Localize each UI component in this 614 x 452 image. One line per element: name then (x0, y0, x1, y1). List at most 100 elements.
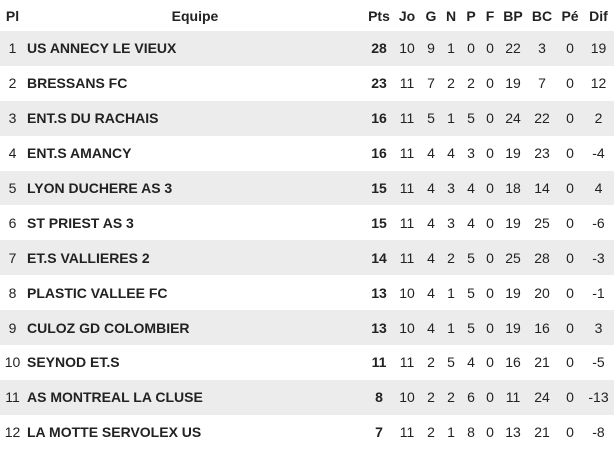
cell-bp: 19 (505, 145, 521, 162)
cell-bp: 22 (505, 40, 521, 57)
cell-bc: 21 (534, 354, 550, 371)
table-row: 2 BRESSANS FC 23 11 7 2 2 0 19 7 0 12 (0, 66, 614, 101)
column-header-6: P (466, 7, 476, 24)
column-header-8: BP (503, 7, 523, 24)
cell-p: 5 (467, 249, 475, 266)
cell-jo: 11 (399, 354, 415, 371)
cell-bp: 24 (505, 110, 521, 127)
cell-n: 2 (447, 249, 455, 266)
cell-g: 4 (427, 214, 435, 231)
cell-dif: -1 (592, 284, 605, 301)
cell-p: 8 (467, 424, 475, 441)
table-row: 6 ST PRIEST AS 3 15 11 4 3 4 0 19 25 0 -6 (0, 205, 614, 240)
cell-dif: 2 (594, 110, 603, 127)
cell-pts: 13 (371, 284, 387, 301)
cell-g: 2 (427, 389, 435, 406)
cell-pts: 15 (371, 214, 387, 231)
cell-bp: 19 (505, 319, 521, 336)
table-row: 7 ET.S VALLIERES 2 14 11 4 2 5 0 25 28 0 -3 (0, 240, 614, 276)
cell-bp: 16 (505, 354, 521, 371)
cell-jo: 10 (399, 40, 415, 57)
cell-n: 4 (447, 145, 455, 162)
cell-n: 1 (447, 319, 455, 336)
cell-jo: 10 (399, 389, 415, 406)
cell-pl: 11 (5, 389, 20, 406)
cell-pts: 13 (371, 319, 387, 336)
cell-dif: -4 (592, 145, 605, 162)
cell-pé: 0 (566, 75, 574, 92)
cell-n: 3 (447, 180, 455, 196)
cell-dif: -13 (588, 389, 609, 406)
cell-dif: 12 (590, 75, 607, 92)
column-header-9: BC (531, 7, 553, 24)
cell-bp: 19 (505, 284, 521, 301)
cell-dif: 4 (594, 180, 603, 196)
team-name: PLASTIC VALLEE FC (27, 284, 168, 301)
cell-f: 0 (486, 354, 494, 371)
cell-n: 1 (447, 110, 455, 127)
cell-pé: 0 (566, 389, 574, 406)
cell-bc: 7 (538, 75, 546, 92)
cell-pé: 0 (566, 110, 574, 127)
cell-g: 5 (427, 110, 435, 127)
cell-g: 7 (427, 75, 435, 92)
team-name: BRESSANS FC (27, 75, 128, 92)
cell-jo: 11 (399, 110, 415, 127)
table-row: 11 AS MONTREAL LA CLUSE 8 10 2 2 6 0 11 24 0 -13 (0, 379, 614, 415)
cell-p: 5 (467, 110, 475, 127)
column-header-0: Pl (5, 7, 20, 24)
table-row: 12 LA MOTTE SERVOLEX US 7 11 2 1 8 0 13 21 0 -8 (0, 415, 614, 450)
cell-bc: 23 (534, 145, 550, 162)
team-name: LA MOTTE SERVOLEX US (27, 424, 202, 441)
cell-f: 0 (486, 249, 494, 266)
cell-pé: 0 (566, 145, 574, 162)
cell-bc: 16 (534, 319, 550, 336)
cell-f: 0 (486, 145, 494, 162)
team-name: AS MONTREAL LA CLUSE (27, 389, 203, 406)
cell-pé: 0 (566, 284, 574, 301)
cell-p: 2 (467, 75, 475, 92)
cell-pl: 6 (8, 214, 17, 231)
cell-bc: 14 (534, 180, 550, 196)
cell-f: 0 (486, 284, 494, 301)
team-name: ENT.S AMANCY (27, 145, 132, 162)
column-header-3: Jo (398, 7, 416, 24)
cell-pts: 7 (375, 424, 383, 441)
team-name: CULOZ GD COLOMBIER (27, 319, 190, 336)
cell-pts: 8 (375, 389, 383, 406)
cell-bc: 3 (538, 40, 546, 57)
cell-pts: 23 (371, 75, 387, 92)
cell-pé: 0 (566, 180, 574, 196)
cell-pl: 8 (8, 284, 17, 301)
cell-pl: 3 (8, 110, 17, 127)
table-row: 1 US ANNECY LE VIEUX 28 10 9 1 0 0 22 3 0 19 (0, 31, 614, 66)
cell-jo: 11 (399, 145, 415, 162)
cell-dif: -6 (592, 214, 605, 231)
cell-pl: 5 (8, 180, 17, 196)
cell-p: 5 (467, 284, 475, 301)
cell-g: 4 (427, 284, 435, 301)
cell-pl: 9 (8, 319, 17, 336)
cell-pl: 10 (4, 354, 21, 371)
cell-pts: 16 (371, 110, 387, 127)
cell-pé: 0 (566, 319, 574, 336)
cell-f: 0 (486, 180, 494, 196)
cell-pl: 2 (8, 75, 17, 92)
cell-pl: 7 (8, 249, 17, 266)
cell-dif: -3 (592, 249, 605, 266)
cell-n: 1 (447, 424, 455, 441)
cell-g: 4 (427, 249, 435, 266)
cell-jo: 11 (399, 180, 415, 196)
cell-pé: 0 (566, 249, 574, 266)
cell-bc: 24 (534, 389, 550, 406)
cell-bp: 19 (505, 75, 521, 92)
cell-n: 2 (447, 75, 455, 92)
cell-n: 3 (447, 214, 455, 231)
cell-pts: 28 (371, 40, 387, 57)
cell-g: 4 (427, 145, 435, 162)
cell-f: 0 (486, 214, 494, 231)
cell-f: 0 (486, 319, 494, 336)
column-header-2: Pts (368, 7, 390, 24)
cell-bc: 28 (534, 249, 550, 266)
column-header-11: Dif (589, 7, 608, 24)
